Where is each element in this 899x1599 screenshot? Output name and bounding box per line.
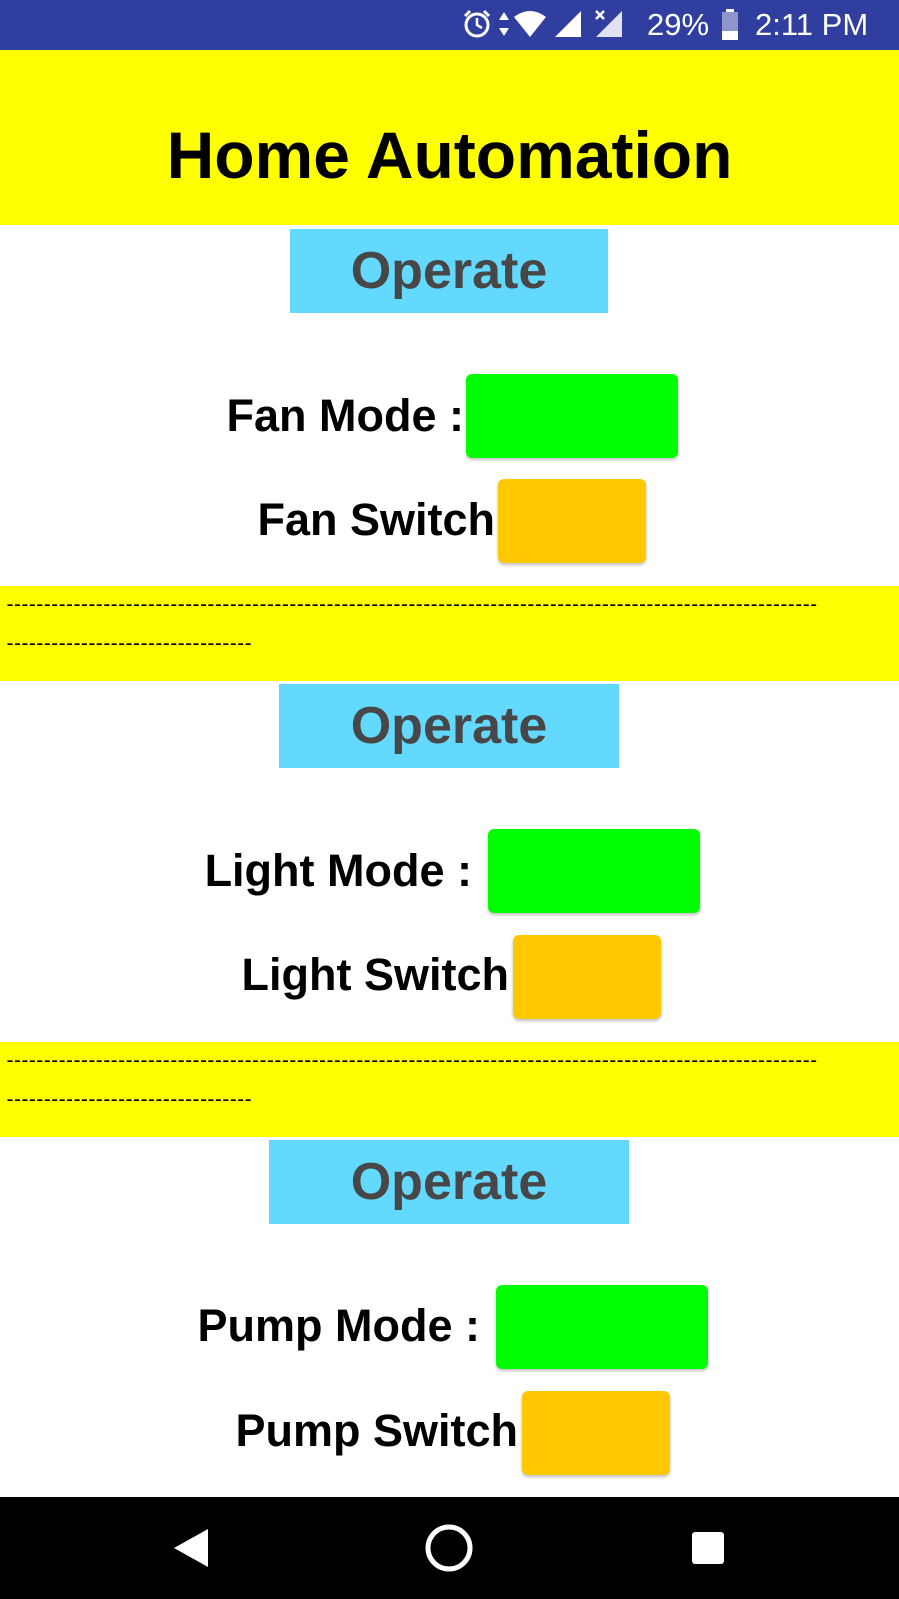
battery-icon: [721, 9, 739, 46]
fan-switch-label: Fan Switch: [257, 494, 495, 545]
status-bar: 29% 2:11 PM: [0, 0, 899, 50]
fan-switch-button[interactable]: [498, 479, 646, 563]
home-icon: [425, 1524, 473, 1572]
signal-icon: [553, 9, 583, 44]
alarm-icon: [462, 9, 492, 44]
recents-button[interactable]: [648, 1497, 768, 1599]
page-title: Home Automation: [166, 118, 733, 192]
pump-mode-label: Pump Mode :: [197, 1300, 480, 1351]
recents-icon: [692, 1532, 724, 1564]
separator-bar: ----------------------------------------…: [0, 1042, 899, 1137]
battery-percent: 29%: [647, 7, 710, 42]
fan-operate-button[interactable]: Operate: [290, 229, 608, 313]
fan-mode-button[interactable]: [466, 374, 678, 458]
pump-switch-button[interactable]: [522, 1391, 670, 1475]
light-mode-button[interactable]: [488, 829, 700, 913]
back-icon: [174, 1529, 208, 1567]
light-operate-button[interactable]: Operate: [279, 684, 619, 768]
separator-dashes: ----------------------------------------…: [4, 592, 820, 616]
light-mode-label: Light Mode :: [204, 845, 472, 896]
back-button[interactable]: [131, 1497, 251, 1599]
clock: 2:11 PM: [755, 7, 869, 42]
separator-dashes: ----------------------------------------…: [4, 1048, 820, 1072]
separator-dashes: ---------------------------------: [4, 631, 254, 655]
title-banner: Home Automation: [0, 50, 899, 225]
signal-no-sim-icon: [592, 9, 624, 44]
home-button[interactable]: [389, 1497, 509, 1599]
fan-mode-label: Fan Mode :: [226, 390, 464, 441]
separator-dashes: ---------------------------------: [4, 1087, 254, 1111]
light-switch-label: Light Switch: [241, 949, 509, 1000]
wifi-icon: [512, 9, 548, 44]
pump-mode-button[interactable]: [496, 1285, 708, 1369]
pump-switch-label: Pump Switch: [235, 1405, 518, 1456]
pump-operate-button[interactable]: Operate: [269, 1140, 629, 1224]
separator-bar: ----------------------------------------…: [0, 586, 899, 681]
light-switch-button[interactable]: [513, 935, 661, 1019]
navigation-bar: [0, 1497, 899, 1599]
data-arrows-icon: [497, 9, 511, 44]
